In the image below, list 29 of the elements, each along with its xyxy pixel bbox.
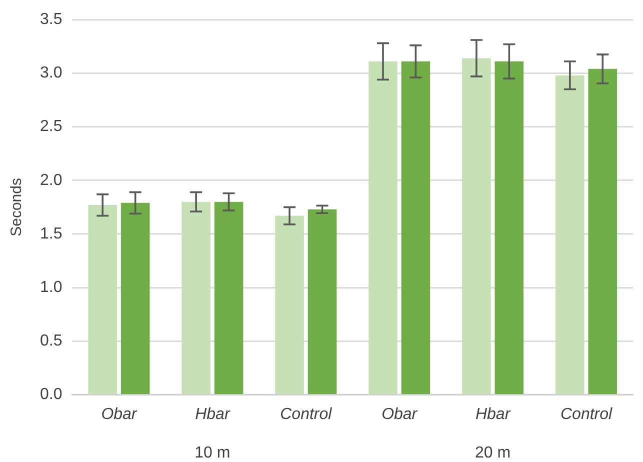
y-tick-label: 0.0 xyxy=(40,386,62,404)
bar xyxy=(308,209,337,394)
y-tick-label: 1.5 xyxy=(40,225,62,242)
bar xyxy=(368,61,398,394)
y-tick-label: 1.0 xyxy=(40,279,62,296)
x-tick-label: Control xyxy=(280,406,332,423)
x-tick-label: Obar xyxy=(382,406,418,423)
y-tick-label: 2.0 xyxy=(40,172,62,189)
bar xyxy=(556,75,584,394)
bar xyxy=(494,61,524,394)
bar xyxy=(88,205,118,394)
text: 10 m xyxy=(194,444,230,462)
y-tick-label: 3.0 xyxy=(40,64,62,82)
bar xyxy=(275,216,304,394)
text: 20 m xyxy=(475,444,511,462)
bar xyxy=(462,58,491,394)
bar xyxy=(182,202,210,394)
bar xyxy=(401,61,430,394)
y-tick-label: 2.5 xyxy=(40,118,62,136)
bar xyxy=(120,202,150,394)
y-axis-title: Seconds xyxy=(8,178,26,236)
x-tick-label: Obar xyxy=(101,406,138,423)
x-tick-label: Hbar xyxy=(195,406,230,423)
bar xyxy=(214,202,244,394)
x-tick-label: Control xyxy=(560,406,613,423)
y-tick-label: 0.5 xyxy=(40,332,62,350)
y-tick-label: 3.5 xyxy=(40,11,62,28)
x-tick-label: Hbar xyxy=(475,406,511,423)
bar xyxy=(588,68,618,394)
